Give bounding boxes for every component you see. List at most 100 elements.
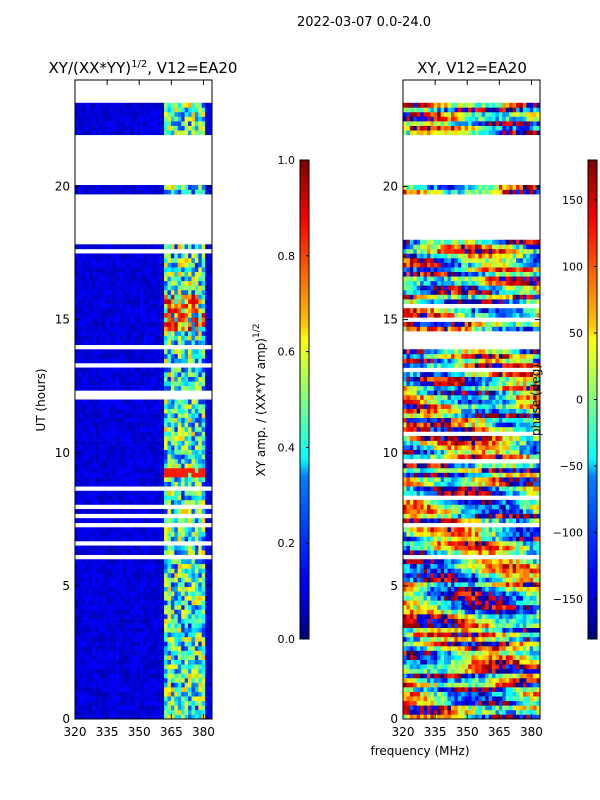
heatmap-cell <box>143 655 148 660</box>
heatmap-cell <box>184 431 189 437</box>
heatmap-cell <box>109 367 113 373</box>
heatmap-cell <box>485 677 489 683</box>
heatmap-cell <box>150 353 155 359</box>
heatmap-cell <box>92 463 96 469</box>
heatmap-cell <box>536 705 541 711</box>
heatmap-cell <box>447 623 452 629</box>
heatmap-cell <box>143 116 148 122</box>
heatmap-cell <box>85 399 89 405</box>
heatmap-cell <box>164 591 168 597</box>
heatmap-cell <box>95 385 100 391</box>
heatmap-cell <box>485 623 489 629</box>
heatmap-cell <box>454 623 459 629</box>
heatmap-cell <box>177 184 182 190</box>
heatmap-cell <box>122 600 127 606</box>
heatmap-cell <box>105 308 110 314</box>
heatmap-cell <box>498 677 503 683</box>
heatmap-cell <box>75 627 79 633</box>
heatmap-cell <box>92 440 96 446</box>
heatmap-cell <box>88 445 93 450</box>
heatmap-cell <box>95 340 100 346</box>
heatmap-cell <box>98 312 103 318</box>
heatmap-cell <box>413 687 417 692</box>
heatmap-cell <box>129 331 134 336</box>
heatmap-cell <box>143 335 148 341</box>
heatmap-cell <box>208 326 213 332</box>
heatmap-cell <box>143 422 148 428</box>
heatmap-cell <box>184 294 189 300</box>
heatmap-cell <box>208 271 213 277</box>
heatmap-cell <box>116 659 120 665</box>
heatmap-cell <box>126 417 131 423</box>
heatmap-cell <box>126 440 131 446</box>
heatmap-cell <box>430 714 435 720</box>
heatmap-cell <box>492 705 496 711</box>
heatmap-cell <box>150 636 155 642</box>
heatmap-cell <box>129 367 134 373</box>
heatmap-cell <box>102 189 107 195</box>
heatmap-cell <box>150 572 155 578</box>
heatmap-cell <box>181 559 185 565</box>
heatmap-cell <box>181 477 185 482</box>
heatmap-cell <box>478 618 483 624</box>
heatmap-cell <box>177 499 182 505</box>
heatmap-cell <box>184 130 189 136</box>
heatmap-cell <box>181 431 185 437</box>
heatmap-cell <box>433 645 438 651</box>
heatmap-cell <box>78 267 83 272</box>
heatmap-cell <box>474 691 479 697</box>
heatmap-cell <box>153 335 158 341</box>
heatmap-cell <box>181 481 185 487</box>
heatmap-cell <box>136 650 141 656</box>
heatmap-cell <box>526 677 531 683</box>
heatmap-cell <box>167 664 172 670</box>
heatmap-cell <box>143 490 148 496</box>
heatmap-cell <box>423 687 428 692</box>
heatmap-cell <box>133 125 137 131</box>
heatmap-cell <box>153 454 158 460</box>
heatmap-cell <box>505 664 510 670</box>
heatmap-cell <box>153 353 158 359</box>
heatmap-cell <box>146 267 151 272</box>
heatmap-cell <box>126 321 131 327</box>
heatmap-cell <box>184 276 189 282</box>
heatmap-cell <box>105 632 110 638</box>
heatmap-cell <box>423 691 428 697</box>
heatmap-cell <box>177 244 182 250</box>
heatmap-cell <box>129 618 134 624</box>
amplitude-heatmap <box>75 102 213 720</box>
heatmap-cell <box>129 659 134 665</box>
heatmap-cell <box>129 449 134 455</box>
heatmap-cell <box>170 536 175 542</box>
heatmap-cell <box>201 116 206 122</box>
heatmap-cell <box>167 595 172 601</box>
heatmap-cell <box>85 623 89 629</box>
heatmap-cell <box>191 303 196 309</box>
heatmap-cell <box>177 458 182 464</box>
heatmap-cell <box>81 700 86 706</box>
heatmap-cell <box>205 645 209 651</box>
heatmap-cell <box>444 677 448 683</box>
heatmap-cell <box>119 280 124 286</box>
heatmap-cell <box>140 312 144 318</box>
heatmap-cell <box>122 358 127 364</box>
heatmap-cell <box>177 280 182 286</box>
heatmap-cell <box>191 668 196 674</box>
heatmap-cell <box>461 650 465 656</box>
heatmap-cell <box>153 422 158 428</box>
heatmap-cell <box>167 527 172 533</box>
heatmap-cell <box>85 709 89 715</box>
heatmap-cell <box>184 458 189 464</box>
heatmap-cell <box>81 614 86 619</box>
heatmap-cell <box>157 308 161 314</box>
heatmap-cell <box>150 244 155 250</box>
heatmap-cell <box>105 376 110 382</box>
heatmap-cell <box>116 477 120 482</box>
heatmap-cell <box>150 559 155 565</box>
heatmap-cell <box>177 404 182 409</box>
heatmap-cell <box>81 495 86 501</box>
heatmap-cell <box>102 404 107 409</box>
heatmap-cell <box>81 413 86 419</box>
heatmap-cell <box>119 673 124 679</box>
heatmap-cell <box>519 623 524 629</box>
